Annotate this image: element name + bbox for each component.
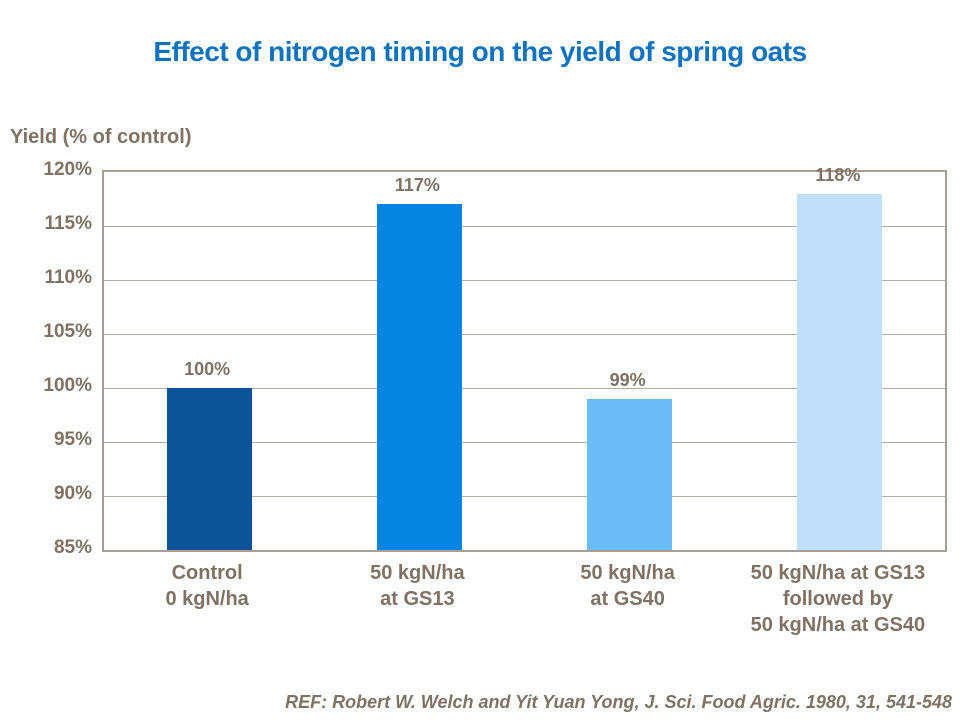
y-tick-label: 90% (53, 483, 92, 504)
gridline (104, 496, 945, 497)
y-tick-label: 110% (44, 267, 92, 288)
y-tick-label: 100% (43, 375, 92, 396)
bar-value-label: 117% (394, 175, 440, 196)
x-axis-category-label: 50 kgN/ha at GS13 followed by 50 kgN/ha … (750, 562, 926, 636)
bar (376, 204, 462, 550)
gridline (104, 226, 945, 227)
y-tick-label: 85% (53, 537, 92, 558)
x-axis-category-label: 50 kgN/ha at GS13 (370, 562, 465, 610)
reference-citation: REF: Robert W. Welch and Yit Yuan Yong, … (285, 692, 952, 712)
chart-title: Effect of nitrogen timing on the yield o… (153, 36, 807, 67)
bar (587, 398, 673, 550)
plot-area (102, 170, 947, 552)
bar-value-label: 99% (609, 369, 646, 390)
gridline (104, 442, 945, 443)
x-axis-category-label: Control 0 kgN/ha (165, 562, 249, 610)
bar-value-label: 100% (184, 359, 231, 379)
gridline (104, 334, 945, 335)
gridline (104, 388, 945, 389)
bar (166, 388, 252, 550)
y-tick-label: 95% (53, 429, 92, 450)
y-axis-title: Yield (% of control) (10, 126, 192, 148)
bar-value-label: 118% (815, 164, 861, 185)
y-tick-label: 105% (43, 321, 92, 342)
x-axis-category-label: 50 kgN/ha at GS40 (580, 562, 675, 610)
gridline (104, 280, 945, 281)
y-tick-label: 120% (43, 159, 92, 180)
bar (797, 193, 883, 550)
y-tick-label: 115% (44, 213, 92, 234)
